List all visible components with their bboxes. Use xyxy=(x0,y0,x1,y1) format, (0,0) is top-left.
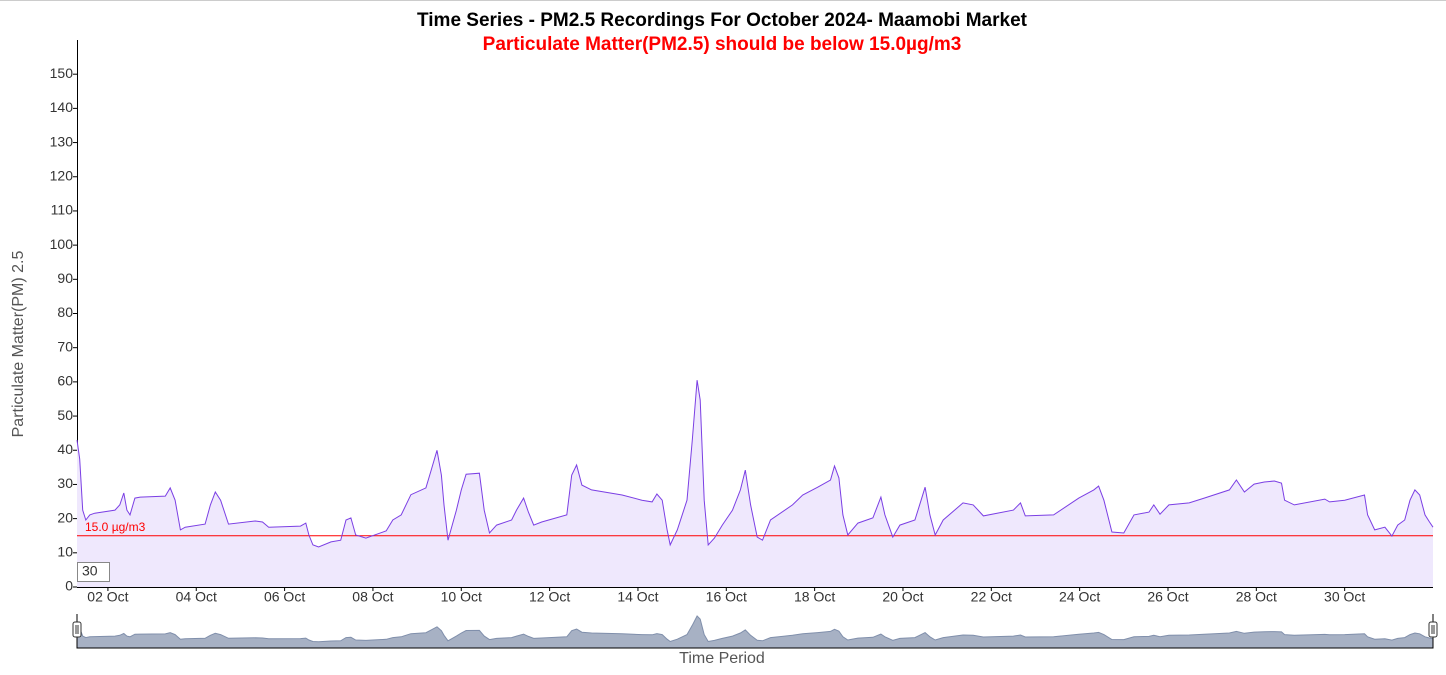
y-tick-label: 40 xyxy=(57,441,73,457)
x-tick-label: 10 Oct xyxy=(441,589,482,605)
plot-area: 0 10 20 30 40 50 60 70 80 90 100 110 120 130 140 150 02 … xyxy=(50,40,1434,605)
range-area xyxy=(77,616,1433,648)
threshold-label: 15.0 µg/m3 xyxy=(85,520,146,534)
y-tick-label: 80 xyxy=(57,304,73,320)
y-tick-label: 130 xyxy=(50,133,74,149)
y-tick-label: 100 xyxy=(50,236,74,252)
y-tick-label: 120 xyxy=(50,167,74,183)
roll-period-input[interactable] xyxy=(77,562,110,582)
y-tick-label: 50 xyxy=(57,407,73,423)
range-selector[interactable] xyxy=(72,614,1438,649)
y-tick-label: 30 xyxy=(57,475,73,491)
x-tick-label: 14 Oct xyxy=(617,589,658,605)
range-handle[interactable] xyxy=(72,621,82,638)
chart-title: Time Series - PM2.5 Recordings For Octob… xyxy=(417,10,1028,31)
x-tick-label: 08 Oct xyxy=(352,589,393,605)
x-tick-label: 16 Oct xyxy=(706,589,747,605)
x-tick-label: 22 Oct xyxy=(971,589,1012,605)
y-tick-label: 140 xyxy=(50,99,74,115)
x-tick-label: 18 Oct xyxy=(794,589,835,605)
y-tick-label: 90 xyxy=(57,270,73,286)
x-tick-label: 04 Oct xyxy=(176,589,217,605)
x-tick-label: 30 Oct xyxy=(1324,589,1365,605)
x-tick-label: 12 Oct xyxy=(529,589,570,605)
y-tick-label: 110 xyxy=(51,202,74,218)
chart-subtitle: Particulate Matter(PM2.5) should be belo… xyxy=(483,34,962,55)
range-line xyxy=(76,615,1434,643)
y-tick-label: 60 xyxy=(57,373,73,389)
series-line xyxy=(76,380,1434,548)
y-tick-label: 70 xyxy=(57,338,73,354)
x-tick-label: 28 Oct xyxy=(1236,589,1277,605)
y-tick-label: 150 xyxy=(50,65,74,81)
y-tick-label: 10 xyxy=(57,544,73,560)
x-tick-label: 20 Oct xyxy=(882,589,923,605)
x-tick-label: 06 Oct xyxy=(264,589,305,605)
series-area xyxy=(77,380,1433,587)
y-axis-label: Particulate Matter(PM) 2.5 xyxy=(10,251,27,438)
roll-period-value[interactable]: 30 xyxy=(82,563,98,579)
y-tick-label: 20 xyxy=(57,509,73,525)
range-handle[interactable] xyxy=(1428,621,1438,638)
x-tick-label: 02 Oct xyxy=(87,589,128,605)
x-axis-label: Time Period xyxy=(679,650,765,667)
x-tick-label: 26 Oct xyxy=(1147,589,1188,605)
x-tick-label: 24 Oct xyxy=(1059,589,1100,605)
y-tick-label: 0 xyxy=(65,578,73,594)
